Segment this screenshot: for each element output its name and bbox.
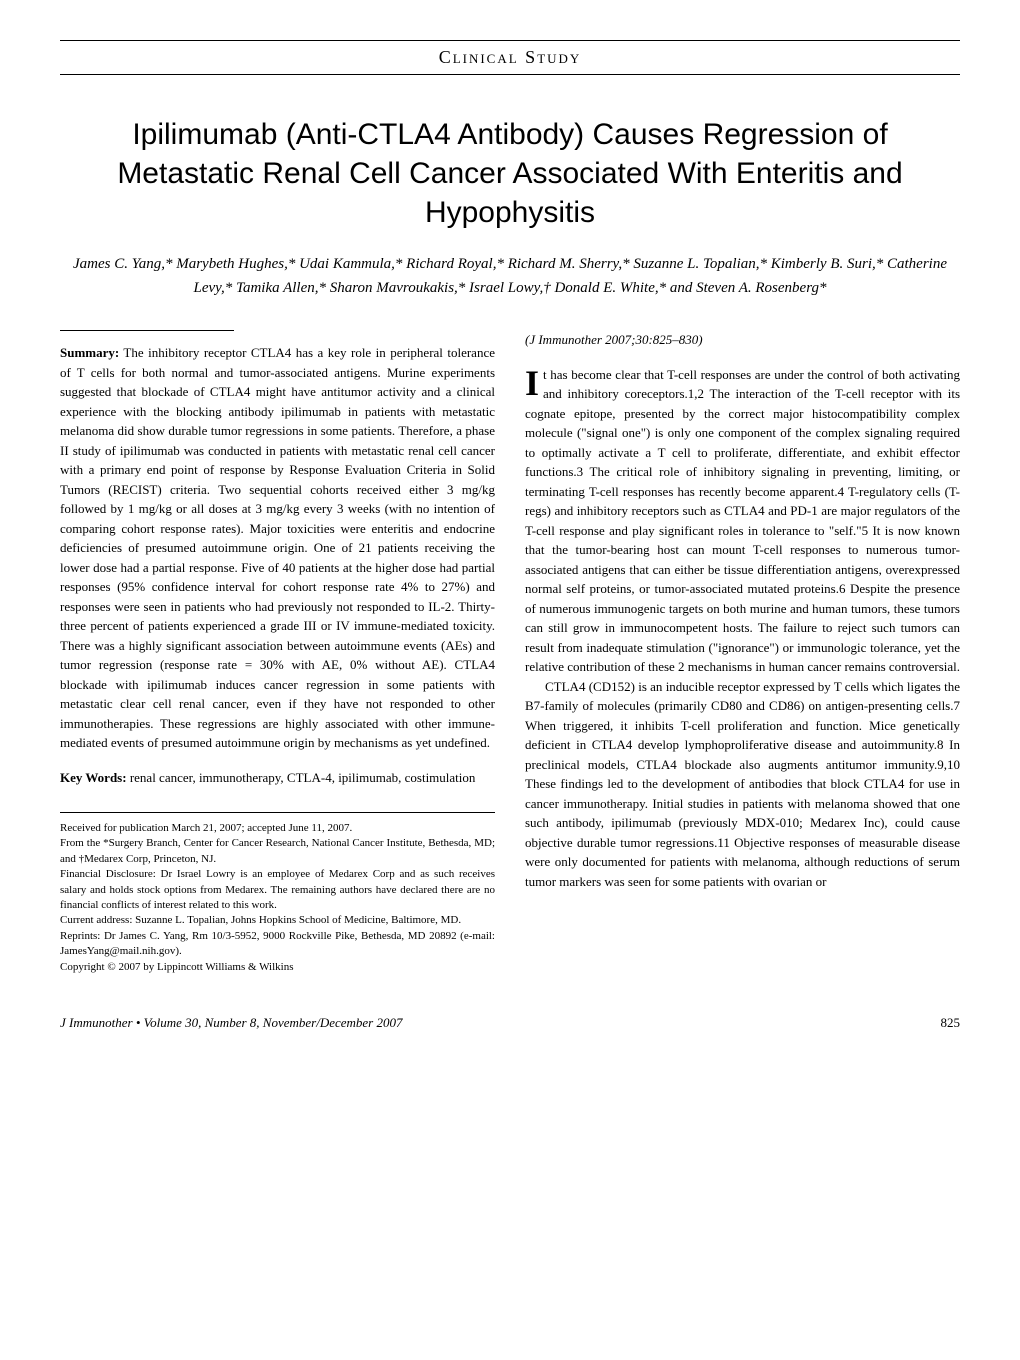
footnote-disclosure: Financial Disclosure: Dr Israel Lowry is… (60, 867, 495, 913)
footer-journal: J Immunother • Volume 30, Number 8, Nove… (60, 1015, 402, 1031)
page-footer: J Immunother • Volume 30, Number 8, Nove… (60, 1015, 960, 1031)
authors-list: James C. Yang,* Marybeth Hughes,* Udai K… (60, 252, 960, 300)
footnote-reprints: Reprints: Dr James C. Yang, Rm 10/3-5952… (60, 929, 495, 960)
footnotes-block: Received for publication March 21, 2007;… (60, 821, 495, 975)
footnote-copyright: Copyright © 2007 by Lippincott Williams … (60, 960, 495, 975)
body-text: It has become clear that T-cell response… (525, 365, 960, 892)
footnote-current-address: Current address: Suzanne L. Topalian, Jo… (60, 913, 495, 928)
keywords-paragraph: Key Words: renal cancer, immunotherapy, … (60, 768, 495, 788)
two-column-layout: Summary: The inhibitory receptor CTLA4 h… (60, 330, 960, 975)
left-column: Summary: The inhibitory receptor CTLA4 h… (60, 330, 495, 975)
dropcap: I (525, 365, 543, 398)
footnote-received: Received for publication March 21, 2007;… (60, 821, 495, 836)
keywords-body: renal cancer, immunotherapy, CTLA-4, ipi… (127, 770, 476, 785)
footnote-divider (60, 812, 495, 813)
summary-paragraph: Summary: The inhibitory receptor CTLA4 h… (60, 343, 495, 753)
summary-body: The inhibitory receptor CTLA4 has a key … (60, 345, 495, 750)
body-para1-content: t has become clear that T-cell responses… (525, 367, 960, 675)
section-header: Clinical Study (60, 40, 960, 75)
footnote-from: From the *Surgery Branch, Center for Can… (60, 836, 495, 867)
footer-page-number: 825 (941, 1015, 961, 1031)
body-paragraph-1: It has become clear that T-cell response… (525, 365, 960, 677)
summary-label: Summary: (60, 345, 119, 360)
journal-citation: (J Immunother 2007;30:825–830) (525, 330, 960, 350)
summary-divider (60, 330, 234, 331)
article-title: Ipilimumab (Anti-CTLA4 Antibody) Causes … (60, 115, 960, 232)
right-column: (J Immunother 2007;30:825–830) It has be… (525, 330, 960, 975)
keywords-label: Key Words: (60, 770, 127, 785)
body-paragraph-2: CTLA4 (CD152) is an inducible receptor e… (525, 677, 960, 892)
